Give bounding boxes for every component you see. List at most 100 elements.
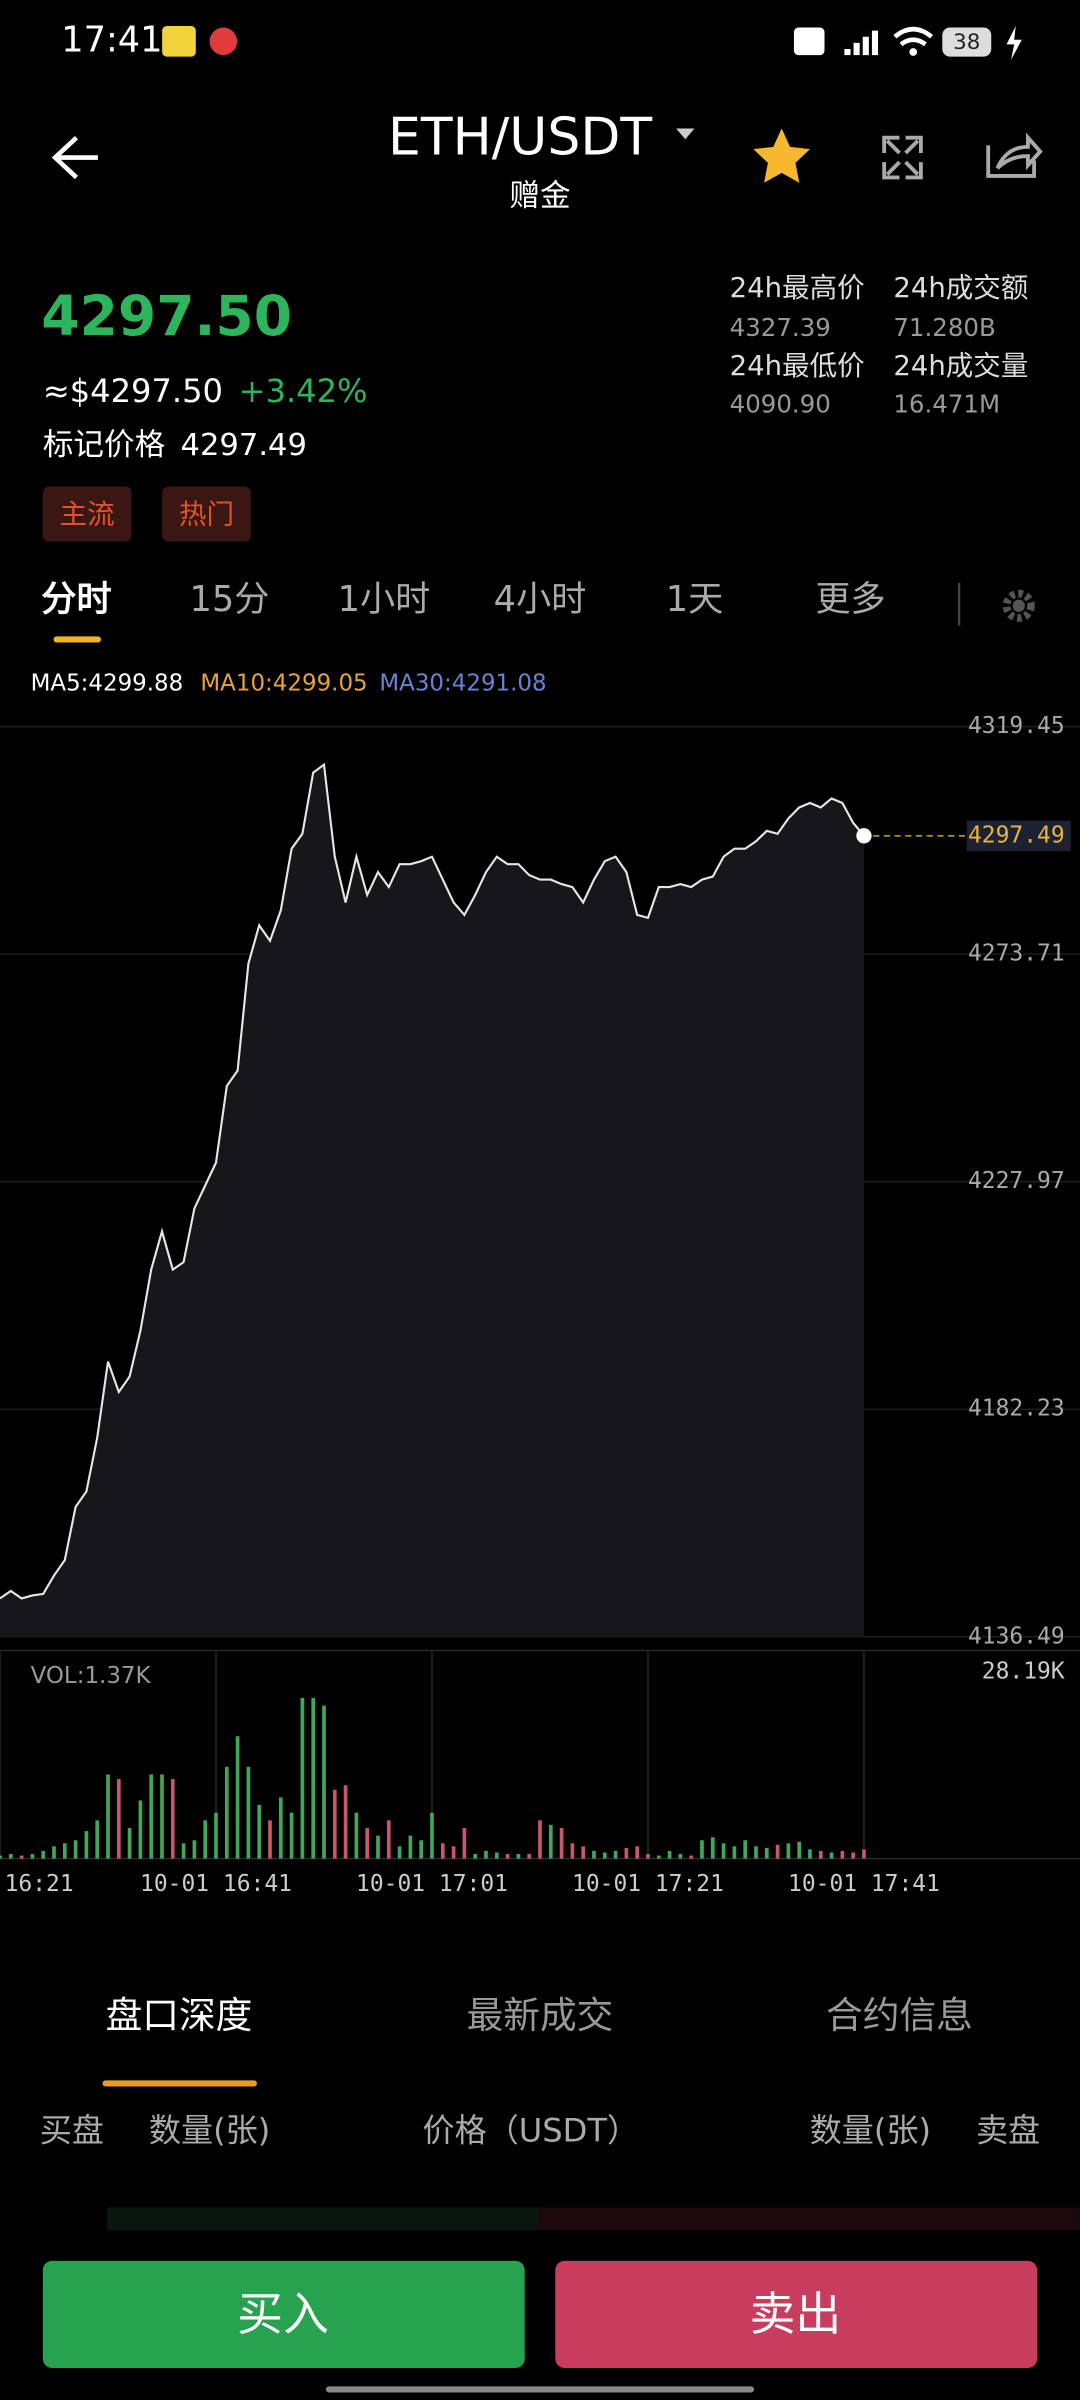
volume-bar — [95, 1820, 100, 1859]
volume-bar — [408, 1835, 413, 1859]
hd-icon — [793, 27, 825, 56]
volume-bar — [214, 1812, 218, 1859]
volume-bar — [840, 1850, 845, 1859]
volume-bar — [851, 1852, 856, 1859]
volume-bar — [667, 1850, 672, 1859]
book-header: 数量(张) — [149, 2111, 270, 2149]
timeframe-tab[interactable]: 分时 — [41, 579, 111, 620]
volume-bar — [52, 1846, 56, 1859]
tag-bg — [162, 486, 251, 542]
stat-label: 24h成交额 — [893, 272, 1028, 304]
book-tab[interactable]: 最新成交 — [467, 1994, 614, 2037]
sell-button-label[interactable]: 卖出 — [750, 2287, 842, 2341]
stat-value: 71.280B — [893, 313, 995, 342]
volume-bar — [419, 1840, 424, 1859]
volume-bar — [224, 1766, 229, 1859]
volume-bar — [289, 1812, 294, 1859]
notif-icon — [209, 27, 238, 56]
volume-bar — [203, 1820, 208, 1859]
battery-level: 38 — [953, 30, 980, 55]
volume-bar — [743, 1840, 748, 1859]
ma-label: MA10:4299.05 — [200, 670, 367, 696]
volume-bar — [656, 1855, 661, 1859]
volume-bar — [116, 1779, 121, 1859]
app: 17:41 38 ETH/USDT 赠金 4297.50 ≈$4297.50 +… — [0, 19, 1080, 2393]
y-tick-label: 4182.23 — [968, 1396, 1065, 1422]
price-area — [0, 764, 864, 1637]
share-button[interactable] — [986, 132, 1043, 178]
book-tab[interactable]: 合约信息 — [826, 1994, 973, 2037]
volume-bar — [581, 1846, 586, 1859]
timeframe-tab[interactable]: 1小时 — [338, 579, 431, 620]
settings-button[interactable] — [1012, 599, 1025, 612]
tag-bg — [42, 486, 132, 542]
buy-button-label[interactable]: 买入 — [237, 2287, 329, 2341]
volume-bar — [235, 1736, 240, 1859]
x-tick-label: 10-01 16:41 — [140, 1871, 292, 1897]
volume-bar — [700, 1840, 704, 1859]
timeframe-tab[interactable]: 4小时 — [494, 579, 587, 620]
volume-bar — [322, 1705, 326, 1859]
pair-title[interactable]: ETH/USDT — [388, 108, 652, 168]
usd-price: ≈$4297.50 — [43, 372, 223, 410]
tag: 主流 — [60, 499, 115, 531]
signal-icon — [844, 30, 879, 56]
volume-bar — [268, 1820, 272, 1859]
volume-bar — [30, 1854, 35, 1859]
volume-bar — [710, 1837, 715, 1859]
book-header: 数量(张) — [810, 2111, 931, 2149]
wifi-icon — [909, 48, 918, 56]
volume-bar — [473, 1854, 478, 1859]
volume-bar — [440, 1843, 445, 1859]
volume-bar — [570, 1843, 575, 1859]
buy-button[interactable] — [42, 2260, 525, 2368]
volume-bar — [181, 1843, 186, 1859]
stat-label: 24h成交量 — [893, 350, 1028, 382]
volume-bar — [721, 1843, 726, 1859]
volume-bar — [862, 1849, 866, 1859]
volume-bar — [592, 1850, 596, 1859]
mark-price-label: 标记价格 — [43, 428, 165, 463]
ma-label: MA5:4299.88 — [31, 670, 184, 696]
volume-bar — [548, 1824, 553, 1859]
x-tick-label: 10-01 17:21 — [572, 1871, 724, 1897]
volume-tick-label: 28.19K — [982, 1658, 1065, 1684]
pair-dropdown[interactable] — [676, 128, 695, 140]
timeframe-tab[interactable]: 更多 — [815, 579, 885, 620]
battery-icon — [942, 27, 992, 57]
volume-bar — [732, 1846, 737, 1859]
last-price: 4297.50 — [41, 284, 292, 348]
stat-value: 4327.39 — [730, 313, 831, 342]
volume-bar — [829, 1852, 834, 1859]
timeframe-tab[interactable]: 15分 — [189, 579, 269, 620]
tag: 热门 — [179, 499, 234, 531]
ma-label: MA30:4291.08 — [379, 670, 546, 696]
volume-bar — [602, 1852, 607, 1859]
stat-value: 16.471M — [893, 389, 1000, 418]
notif-icon — [162, 26, 196, 57]
volume-bar — [797, 1841, 802, 1859]
volume-bar — [332, 1789, 337, 1859]
book-header: 卖盘 — [976, 2111, 1040, 2149]
price-line — [0, 762, 865, 1600]
wifi-icon — [893, 26, 934, 47]
fullscreen-button[interactable] — [882, 135, 923, 180]
volume-bar — [462, 1828, 467, 1859]
sell-button[interactable] — [555, 2260, 1038, 2368]
status-time: 17:41 — [61, 19, 162, 60]
back-button[interactable] — [51, 135, 98, 180]
favorite-star[interactable] — [753, 128, 810, 183]
stat-label: 24h最低价 — [730, 350, 865, 382]
volume-bar — [786, 1843, 791, 1859]
volume-bar — [106, 1774, 110, 1859]
x-tick-label: 10-01 17:41 — [788, 1871, 940, 1897]
volume-bar — [397, 1846, 402, 1859]
price-change: +3.42% — [239, 372, 368, 410]
settings-button[interactable] — [1002, 589, 1035, 622]
volume-bar — [257, 1805, 262, 1859]
book-tab[interactable]: 盘口深度 — [106, 1994, 253, 2037]
mark-price: 4297.49 — [181, 428, 307, 463]
book-header: 买盘 — [40, 2111, 104, 2149]
volume-bar — [505, 1854, 510, 1859]
timeframe-tab[interactable]: 1天 — [666, 579, 724, 620]
